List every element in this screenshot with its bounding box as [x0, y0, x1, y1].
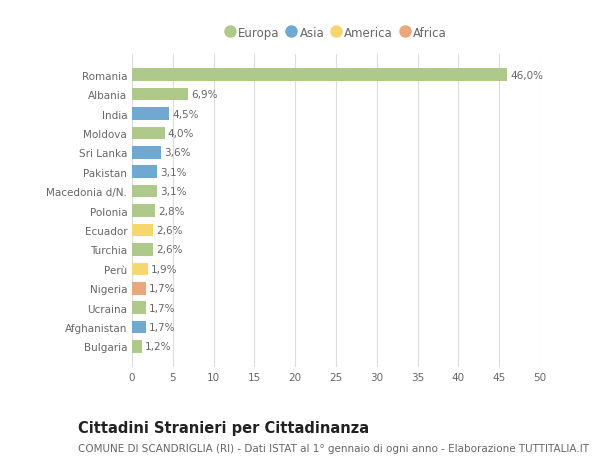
Bar	[132, 127, 164, 140]
Bar	[132, 341, 142, 353]
Bar	[132, 69, 508, 82]
Text: 46,0%: 46,0%	[511, 71, 544, 80]
Text: 1,7%: 1,7%	[149, 303, 176, 313]
Text: 1,7%: 1,7%	[149, 322, 176, 332]
Bar	[132, 205, 155, 218]
Bar	[132, 263, 148, 275]
Bar	[132, 185, 157, 198]
Bar	[132, 321, 146, 334]
Text: 6,9%: 6,9%	[191, 90, 218, 100]
Text: Cittadini Stranieri per Cittadinanza: Cittadini Stranieri per Cittadinanza	[78, 420, 369, 435]
Text: 2,6%: 2,6%	[157, 225, 183, 235]
Text: 3,1%: 3,1%	[161, 187, 187, 197]
Bar	[132, 166, 157, 179]
Text: 2,6%: 2,6%	[157, 245, 183, 255]
Bar	[132, 282, 146, 295]
Text: 3,6%: 3,6%	[164, 148, 191, 158]
Text: 1,7%: 1,7%	[149, 284, 176, 294]
Bar	[132, 147, 161, 159]
Text: COMUNE DI SCANDRIGLIA (RI) - Dati ISTAT al 1° gennaio di ogni anno - Elaborazion: COMUNE DI SCANDRIGLIA (RI) - Dati ISTAT …	[78, 443, 589, 453]
Text: 1,2%: 1,2%	[145, 342, 172, 352]
Bar	[132, 302, 146, 314]
Text: 2,8%: 2,8%	[158, 206, 185, 216]
Text: 4,5%: 4,5%	[172, 109, 199, 119]
Text: 3,1%: 3,1%	[161, 168, 187, 177]
Bar	[132, 108, 169, 121]
Bar	[132, 224, 153, 237]
Bar	[132, 89, 188, 101]
Text: 4,0%: 4,0%	[168, 129, 194, 139]
Legend: Europa, Asia, America, Africa: Europa, Asia, America, Africa	[221, 23, 451, 44]
Bar	[132, 244, 153, 256]
Text: 1,9%: 1,9%	[151, 264, 177, 274]
